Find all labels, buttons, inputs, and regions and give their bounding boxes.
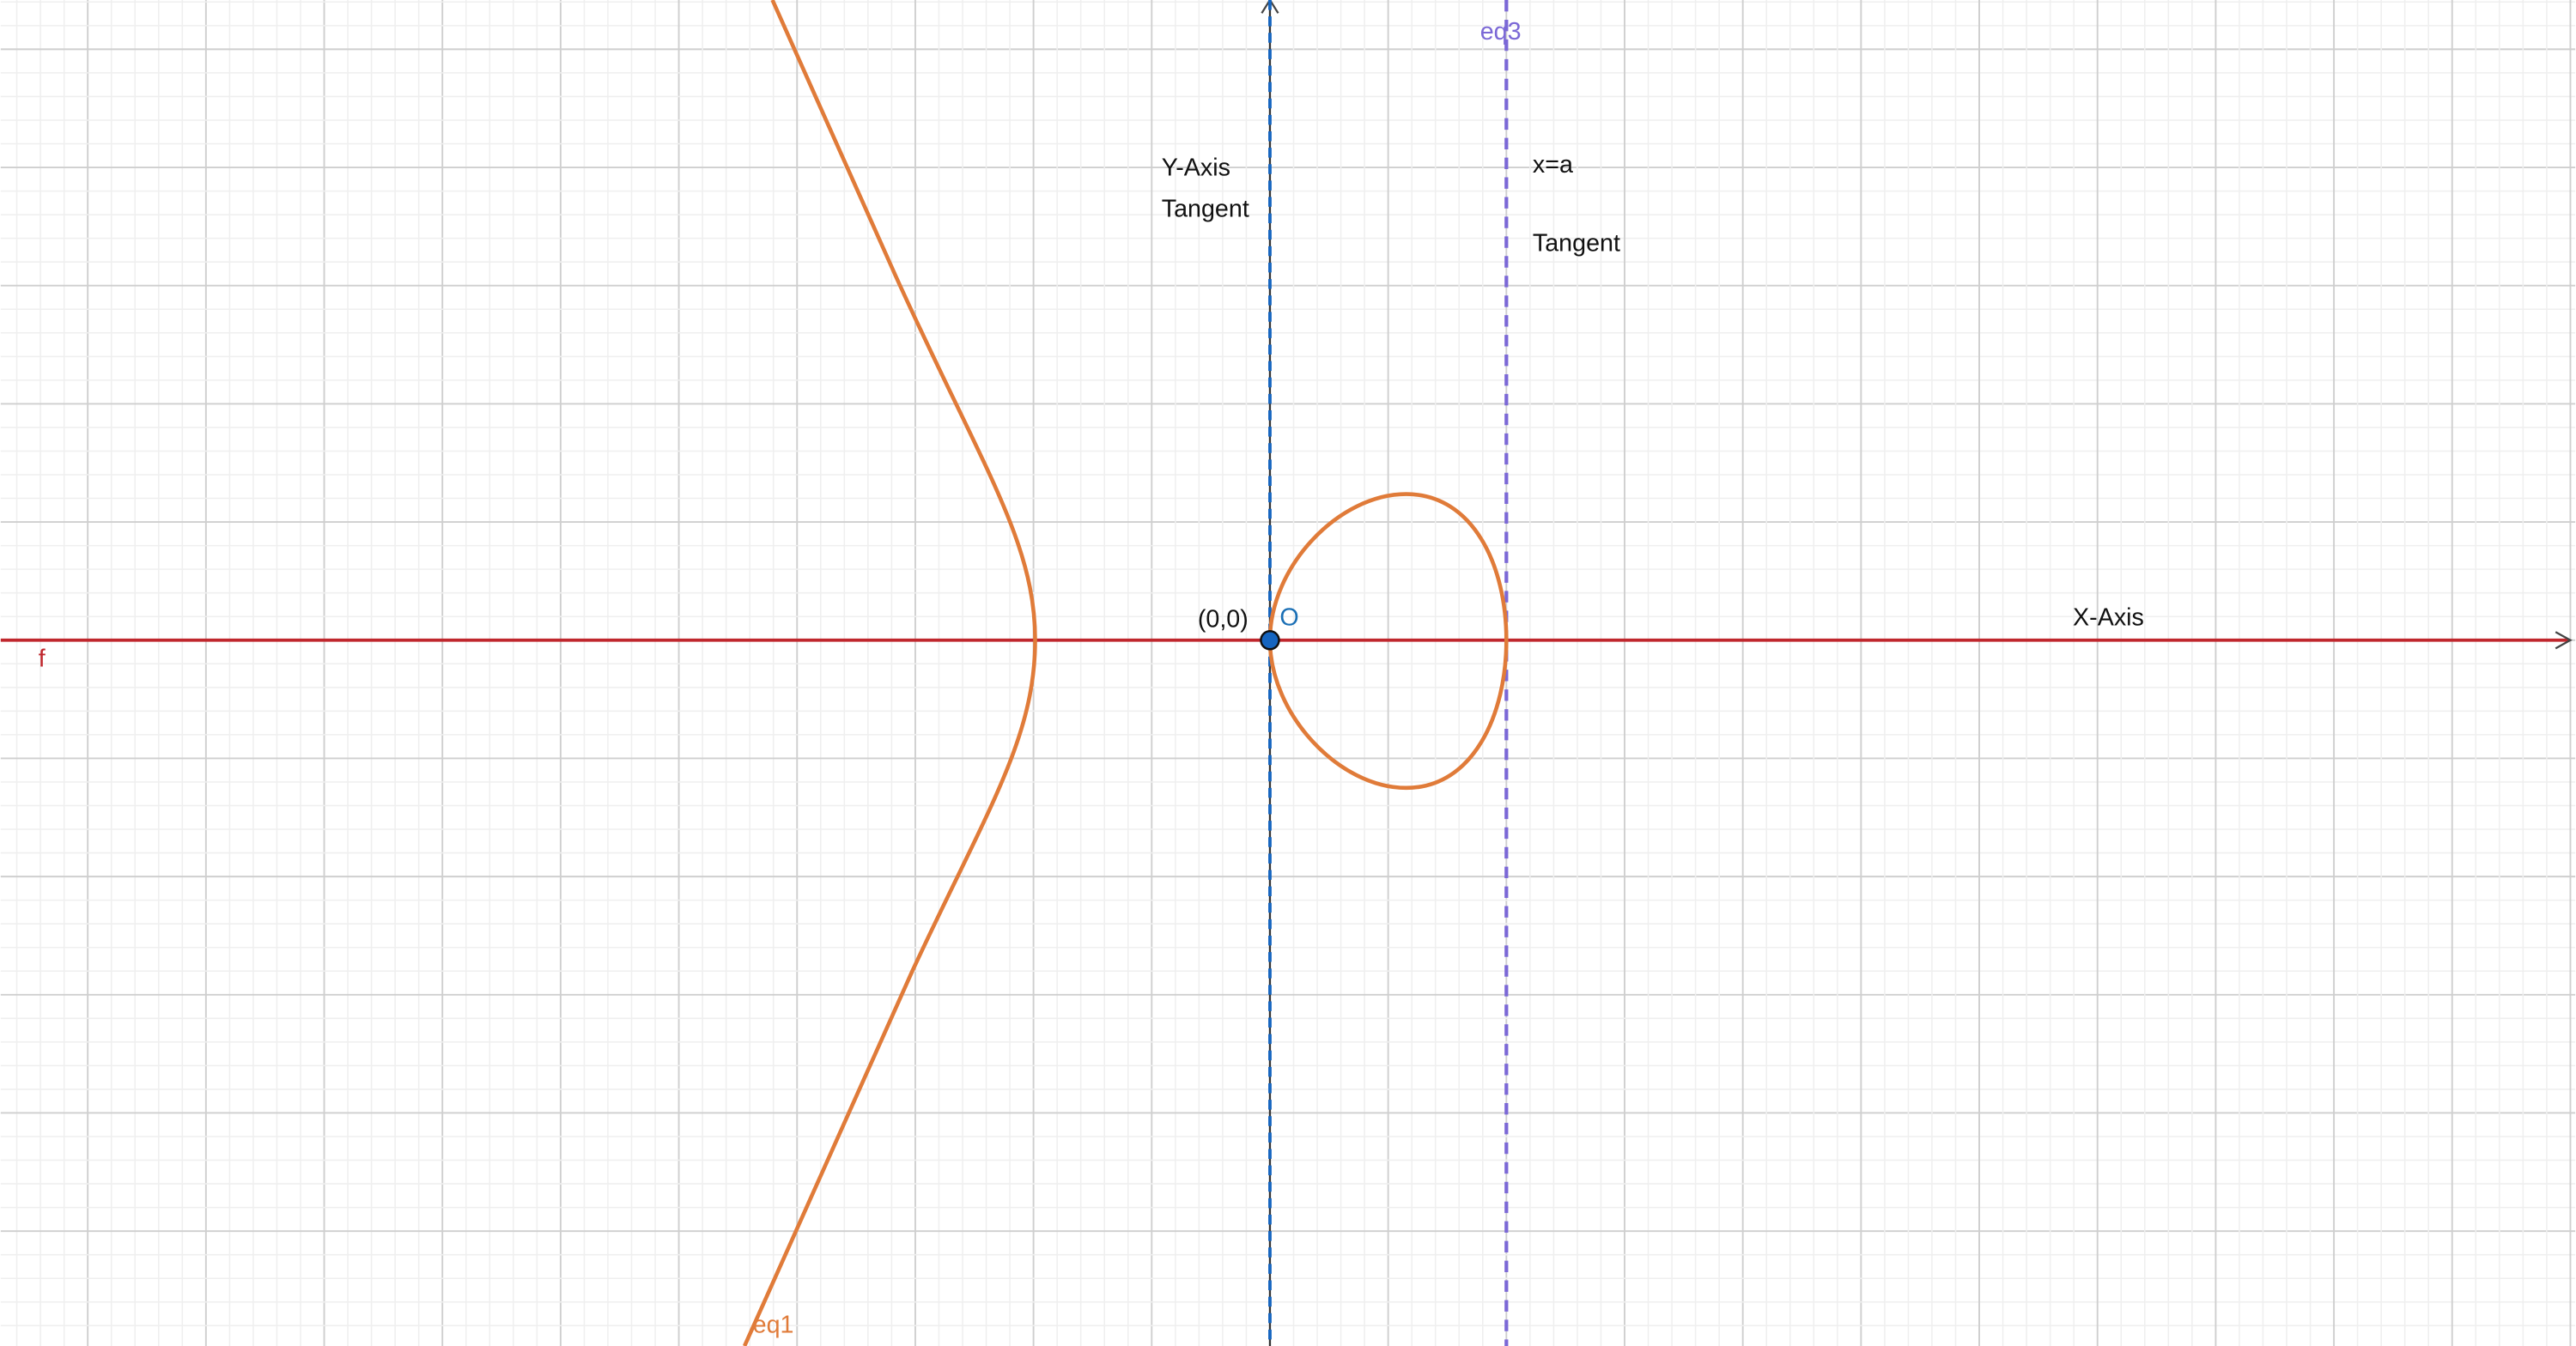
text-tangent: Tangent bbox=[1533, 230, 1620, 258]
curve-loop[interactable] bbox=[1267, 492, 1509, 791]
label-eq3: eq3 bbox=[1480, 18, 1522, 45]
text-tangent: Tangent bbox=[1162, 195, 1249, 222]
curve-branch[interactable] bbox=[742, 0, 1037, 1346]
y-axis-arrow bbox=[1261, 0, 1279, 14]
text-x-axis: X-Axis bbox=[2073, 604, 2144, 632]
text-y-axis: Y-Axis bbox=[1162, 155, 1230, 182]
label-f: f bbox=[39, 645, 46, 672]
text-origin: (0,0) bbox=[1198, 605, 1249, 633]
x-axis-arrow bbox=[2555, 631, 2573, 650]
label-point-o: O bbox=[1279, 604, 1298, 632]
label-eq1: eq1 bbox=[753, 1312, 794, 1339]
point-origin[interactable] bbox=[1260, 629, 1280, 651]
text-x-eq-a: x=a bbox=[1533, 151, 1573, 179]
